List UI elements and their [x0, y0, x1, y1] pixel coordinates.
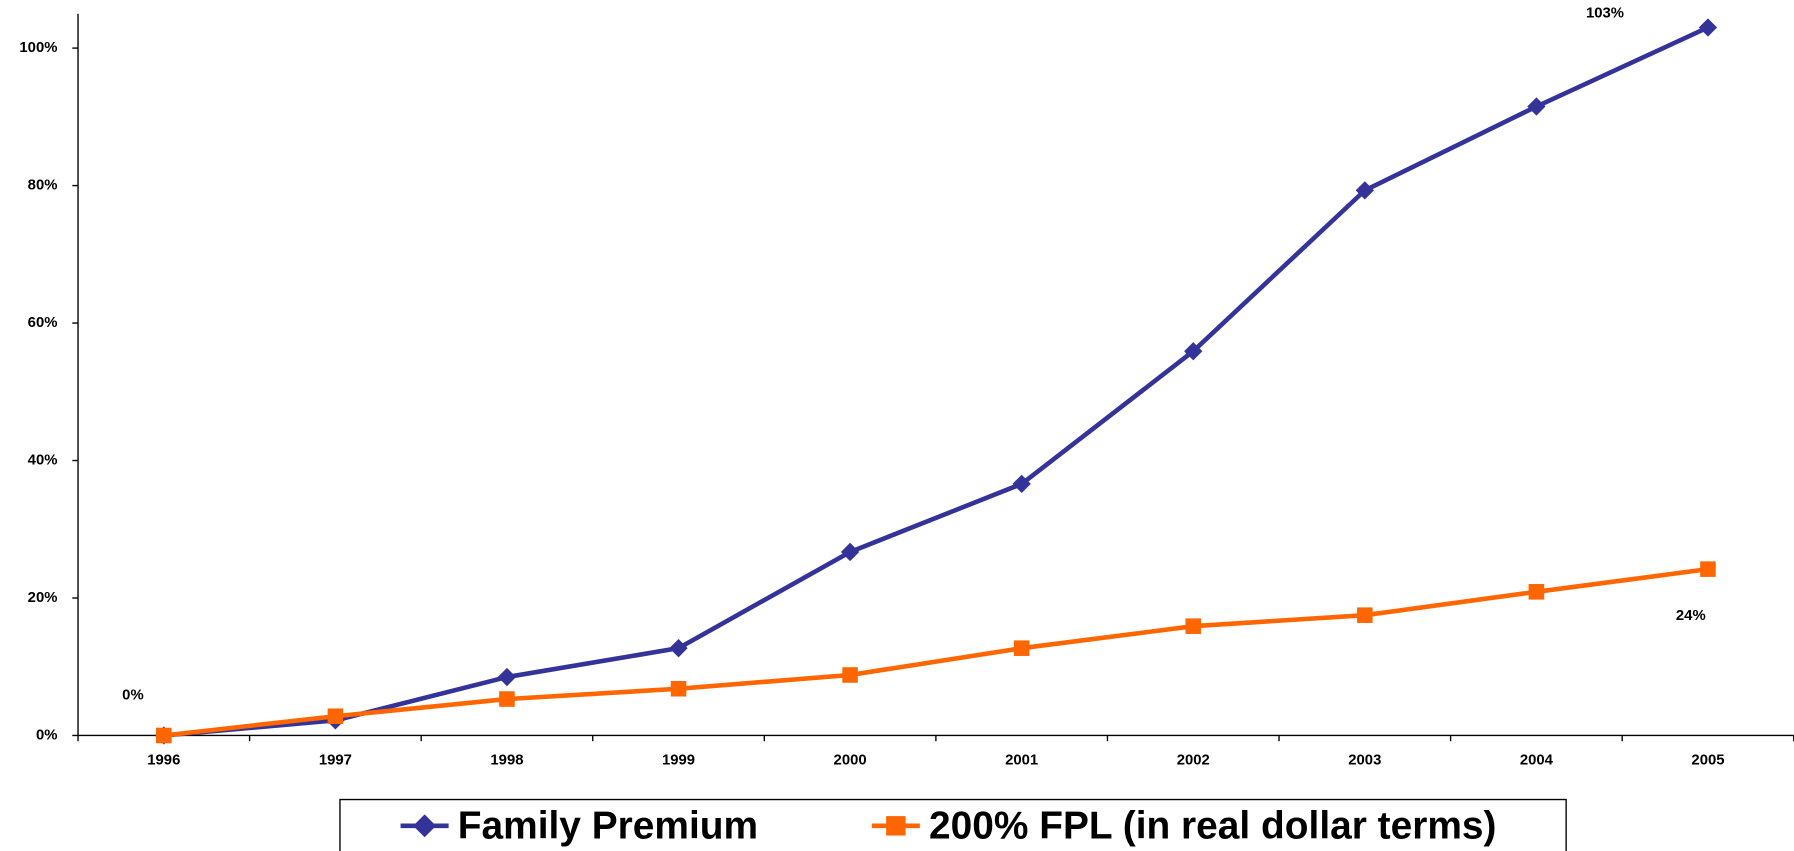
y-tick-label: 80%	[28, 177, 58, 193]
legend-box	[339, 798, 1567, 851]
x-tick-label: 2001	[1005, 753, 1038, 769]
x-tick-label: 1999	[662, 753, 695, 769]
x-tick-label: 2004	[1520, 753, 1554, 769]
data-label: 24%	[1676, 608, 1706, 624]
data-point	[1700, 561, 1716, 577]
series-line	[163, 566, 1709, 738]
data-point	[1698, 18, 1718, 37]
data-point	[1355, 181, 1374, 200]
data-point	[842, 667, 858, 683]
data-label: 103%	[1586, 6, 1624, 22]
y-tick-label: 40%	[28, 452, 58, 468]
x-tick-label: 2005	[1691, 753, 1724, 769]
data-point	[1527, 97, 1546, 116]
legend-text: Family Premium	[458, 804, 758, 847]
y-tick-label: 100%	[19, 40, 57, 56]
data-point	[327, 708, 344, 725]
data-point	[669, 639, 688, 658]
legend-marker	[413, 814, 437, 838]
legend-marker	[886, 816, 906, 836]
data-point	[1184, 342, 1203, 361]
y-tick-label: 20%	[28, 590, 58, 606]
x-tick-label: 1997	[319, 753, 352, 769]
x-tick-label: 1996	[147, 753, 180, 769]
data-point	[1185, 618, 1202, 634]
data-point	[840, 542, 860, 562]
data-point	[1012, 474, 1031, 494]
x-tick-label: 2003	[1348, 753, 1381, 769]
series-line	[163, 25, 1709, 738]
data-point	[499, 691, 515, 707]
y-tick-label: 60%	[28, 315, 58, 331]
legend-text: 200% FPL (in real dollar terms)	[929, 804, 1496, 847]
data-label: 0%	[122, 687, 143, 703]
data-point	[1357, 607, 1373, 623]
data-point	[1013, 640, 1030, 656]
data-point	[670, 680, 687, 697]
x-tick-label: 2000	[834, 753, 867, 769]
data-point	[156, 727, 172, 744]
x-tick-label: 1998	[490, 753, 523, 769]
y-tick-label: 0%	[36, 727, 57, 743]
data-point	[497, 667, 517, 687]
x-tick-label: 2002	[1177, 753, 1210, 769]
data-point	[1528, 584, 1545, 600]
